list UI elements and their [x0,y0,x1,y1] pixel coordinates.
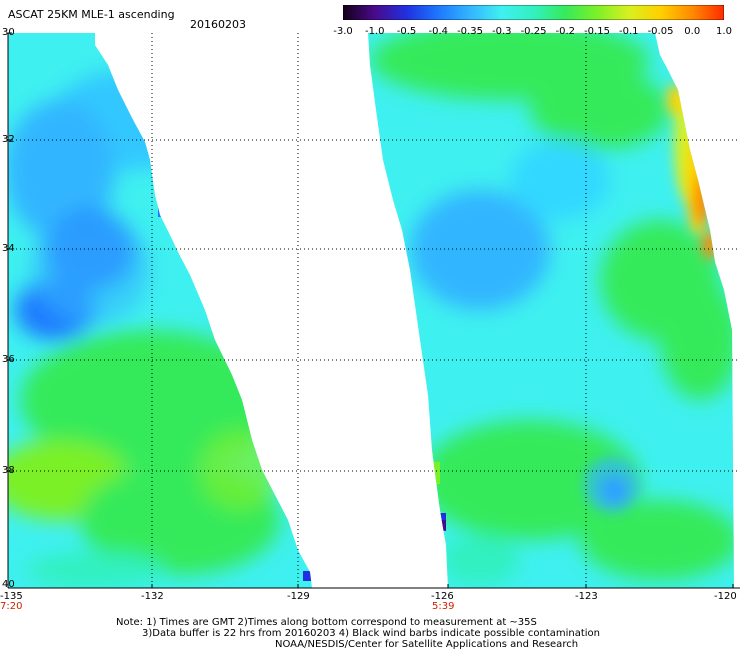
lat-label-32: 32 [2,134,15,145]
colorbar-label: -0.5 [396,26,417,37]
lat-lon-grid [8,33,740,588]
lon-label-123: -123 [575,591,598,602]
colorbar-label: -0.2 [555,26,576,37]
lat-label-38: 38 [2,465,15,476]
colorbar-label: 1.0 [716,26,732,37]
lon-label-135: -135 [0,591,23,602]
colorbar-label: -0.15 [584,26,610,37]
time-label-right: 5:39 [432,601,455,612]
colorbar-label: -0.35 [457,26,483,37]
colorbar-label: 0.0 [684,26,701,37]
colorbar-label: -0.3 [491,26,512,37]
lat-label-30: 30 [2,27,15,38]
note-line-3: NOAA/NESDIS/Center for Satellite Applica… [275,639,579,650]
colorbar-label: -0.05 [647,26,674,37]
chart-date: 20160203 [190,18,246,31]
lat-label-40: 40 [2,579,15,590]
note-line-2: 3)Data buffer is 22 hrs from 20160203 4)… [142,628,600,639]
colorbar-label: -1.0 [364,26,385,37]
chart-title: ASCAT 25KM MLE-1 ascending [8,8,175,21]
right-swath [368,33,734,588]
axis-ticks [7,32,740,589]
lon-label-126: -126 [431,591,454,602]
colorbar-label: -0.25 [520,26,547,37]
lon-label-132: -132 [141,591,164,602]
colorbar-label: -0.1 [618,26,639,37]
lat-label-34: 34 [2,243,15,254]
lon-label-120: -120 [714,591,737,602]
left-swath [8,33,312,588]
time-label-left: 7:20 [0,601,23,612]
colorbar [343,5,724,20]
colorbar-label: -0.4 [428,26,449,37]
colorbar-gradient [343,5,724,20]
lat-label-36: 36 [2,354,15,365]
colorbar-label: -3.0 [333,26,353,37]
lon-label-129: -129 [287,591,310,602]
note-line-1: Note: 1) Times are GMT 2)Times along bot… [116,617,537,628]
